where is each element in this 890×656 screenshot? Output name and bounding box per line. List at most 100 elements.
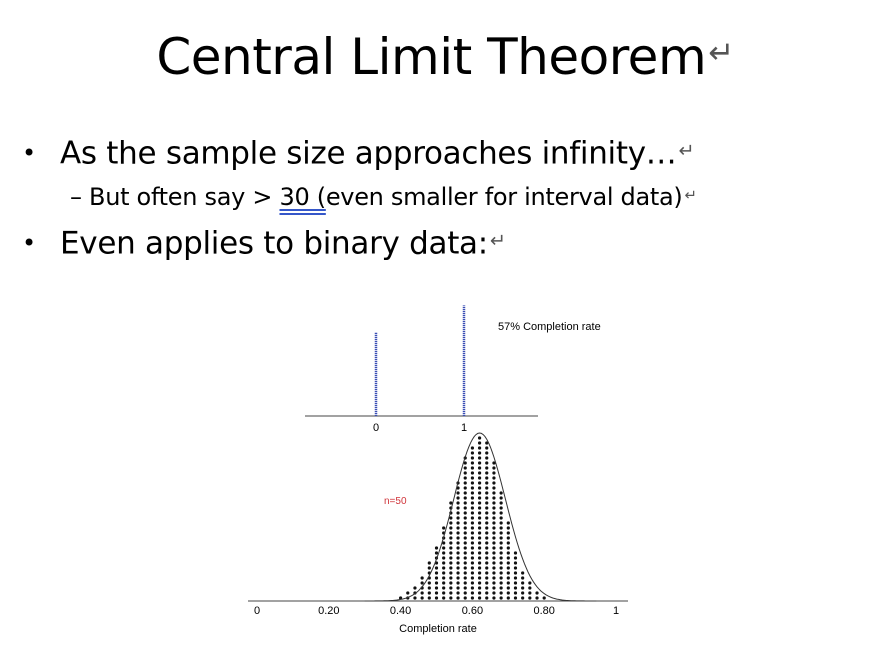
histogram-dot (449, 581, 453, 585)
histogram-dot (477, 561, 482, 565)
histogram-dot (470, 501, 474, 505)
histogram-dot (477, 546, 482, 550)
histogram-dot (427, 586, 431, 590)
histogram-dot (449, 591, 453, 595)
histogram-dot (485, 476, 489, 480)
histogram-dot (477, 496, 482, 500)
histogram-dot (449, 536, 453, 540)
histogram-dot (470, 466, 474, 470)
histogram-dot (470, 546, 474, 550)
histogram-dot (442, 556, 446, 560)
histogram-dot (470, 451, 474, 455)
histogram-dot (485, 561, 489, 565)
histogram-dot (513, 551, 518, 555)
histogram-dot (477, 486, 482, 490)
histogram-dot (477, 531, 482, 535)
histogram-dot (499, 571, 503, 575)
histogram-dot (506, 586, 510, 590)
histogram-dot (470, 481, 474, 485)
histogram-dot (456, 586, 460, 590)
histogram-dot (492, 526, 496, 530)
histogram-dot (485, 496, 489, 500)
bullet-dot-icon: • (22, 228, 36, 257)
histogram-dot (456, 531, 460, 535)
histogram-dot (463, 476, 467, 480)
histogram-dot (463, 541, 467, 545)
histogram-dot (485, 466, 489, 470)
histogram-dot (506, 541, 510, 545)
histogram-dot (492, 511, 496, 515)
histogram-dot (470, 556, 474, 560)
histogram-dot (434, 566, 439, 570)
histogram-dot (477, 586, 482, 590)
histogram-dot (528, 596, 532, 600)
histogram-dot (492, 536, 496, 540)
histogram-dot (492, 571, 496, 575)
histogram-dot (477, 451, 482, 455)
histogram-dot (463, 506, 467, 510)
histogram-dot (456, 536, 460, 540)
histogram-dot (477, 446, 482, 450)
histogram-dot (456, 581, 460, 585)
spellcheck-underlined-text: 30 ( (279, 183, 326, 212)
histogram-dot (470, 521, 474, 525)
histogram-dot (506, 571, 510, 575)
histogram-dot (463, 531, 467, 535)
histogram-dot (456, 541, 460, 545)
histogram-dot (442, 596, 446, 600)
histogram-dot (463, 486, 467, 490)
histogram-dot (506, 556, 510, 560)
histogram-dot (492, 506, 496, 510)
histogram-dot (470, 496, 474, 500)
histogram-dot (521, 581, 525, 585)
histogram-dot (499, 491, 503, 495)
histogram-dot (477, 591, 482, 595)
histogram-dot (485, 556, 489, 560)
histogram-dot (499, 546, 503, 550)
histogram-dot (485, 486, 489, 490)
histogram-dot (456, 501, 460, 505)
histogram-dot (477, 456, 482, 460)
histogram-dot (492, 521, 496, 525)
histogram-dot (492, 496, 496, 500)
histogram-dot (477, 506, 482, 510)
histogram-dot (506, 546, 510, 550)
histogram-dot (463, 556, 467, 560)
histogram-dot (492, 596, 496, 600)
histogram-dot (463, 481, 467, 485)
histogram-dot (477, 541, 482, 545)
histogram-dot (442, 571, 446, 575)
histogram-dot (499, 526, 503, 530)
histogram-dot (485, 576, 489, 580)
histogram-dot (528, 581, 532, 585)
histogram-dot (470, 511, 474, 515)
histogram-dot (485, 461, 489, 465)
histogram-dot (492, 581, 496, 585)
histogram-dot (485, 526, 489, 530)
histogram-dot (513, 571, 518, 575)
histogram-dot (449, 516, 453, 520)
histogram-dot (420, 576, 424, 580)
histogram-dot (456, 526, 460, 530)
histogram-dot (463, 586, 467, 590)
histogram-dot (470, 486, 474, 490)
histogram-dot (506, 566, 510, 570)
binary-distribution-chart: 57% Completion rate 0 1 (305, 305, 601, 434)
histogram-dot (492, 576, 496, 580)
histogram-dot (477, 436, 482, 440)
histogram-dot (477, 596, 482, 600)
histogram-dot (406, 591, 410, 595)
histogram-dot (463, 521, 467, 525)
histogram-dot (477, 536, 482, 540)
histogram-dot (506, 591, 510, 595)
histogram-dot (463, 581, 467, 585)
histogram-dot (449, 561, 453, 565)
histogram-dot (492, 551, 496, 555)
histogram-dot (470, 531, 474, 535)
x-tick-label: 1 (613, 605, 619, 617)
histogram-dot (492, 491, 496, 495)
sampling-distribution-chart: n=50 Completion rate 0 0.20 0.40 0.60 0.80 1 (248, 432, 628, 635)
histogram-dot (492, 466, 496, 470)
sub-bullet-text-end: even smaller for interval data) (325, 183, 683, 212)
histogram-dot (463, 561, 467, 565)
